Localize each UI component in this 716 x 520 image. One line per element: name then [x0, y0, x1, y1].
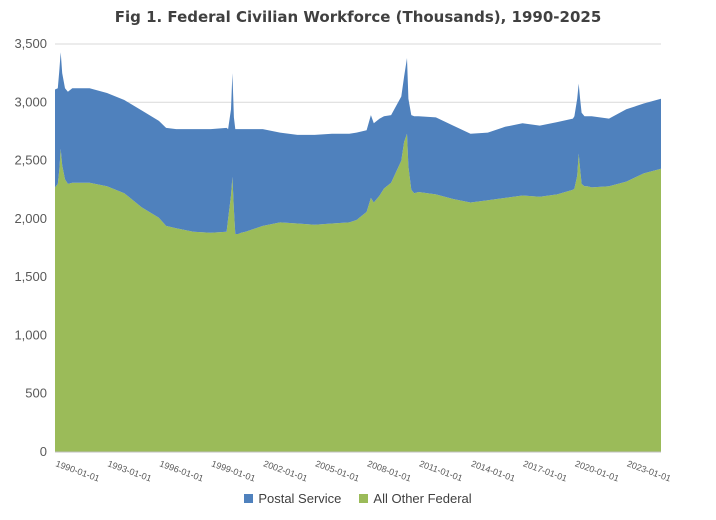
y-tick-label: 2,500	[14, 153, 47, 168]
y-tick-label: 500	[25, 386, 47, 401]
y-tick-label: 1,500	[14, 269, 47, 284]
y-tick-label: 1,000	[14, 327, 47, 342]
area-all-other-federal	[55, 133, 661, 453]
y-tick-label: 3,500	[14, 36, 47, 51]
x-tick-label: 2020-01-01	[574, 458, 621, 483]
x-tick-label: 2017-01-01	[522, 458, 569, 483]
x-tick-label: 2008-01-01	[366, 458, 413, 483]
chart-title: Fig 1. Federal Civilian Workforce (Thous…	[114, 8, 602, 26]
x-tick-label: 1993-01-01	[106, 458, 153, 483]
area-postal-service	[55, 52, 661, 235]
legend-swatch-all-other-federal	[359, 494, 369, 503]
legend-label-postal-service: Postal Service	[258, 491, 342, 506]
legend: Postal Service All Other Federal	[0, 491, 716, 506]
legend-item-postal-service: Postal Service	[244, 491, 341, 506]
y-tick-label: 3,000	[14, 94, 47, 109]
x-tick-label: 2023-01-01	[626, 458, 673, 483]
x-tick-label: 1996-01-01	[158, 458, 205, 483]
x-tick-label: 2005-01-01	[314, 458, 361, 483]
y-tick-label: 0	[40, 444, 47, 459]
y-tick-label: 2,000	[14, 211, 47, 226]
x-tick-label: 2014-01-01	[470, 458, 517, 483]
x-tick-label: 2011-01-01	[418, 458, 464, 483]
legend-swatch-postal-service	[244, 494, 254, 503]
legend-item-all-other-federal: All Other Federal	[359, 491, 472, 506]
x-tick-label: 1999-01-01	[210, 458, 257, 483]
x-tick-label: 2002-01-01	[262, 458, 309, 483]
legend-label-all-other-federal: All Other Federal	[373, 491, 472, 506]
x-tick-label: 1990-01-01	[54, 458, 101, 483]
